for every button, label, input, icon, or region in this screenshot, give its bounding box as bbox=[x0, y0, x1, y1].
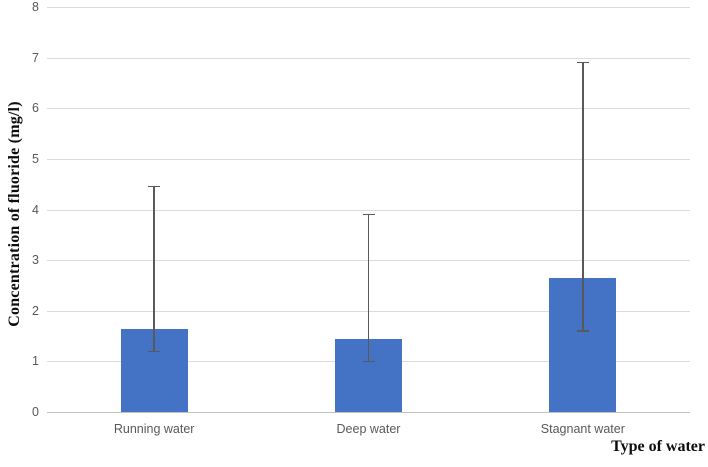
error-bar-stagnant-water bbox=[582, 62, 584, 331]
y-tick-label: 2 bbox=[32, 303, 39, 318]
gridline bbox=[47, 209, 690, 211]
error-bar-cap-top bbox=[576, 61, 589, 64]
category-label-stagnant-water: Stagnant water bbox=[540, 422, 625, 436]
y-tick-label: 3 bbox=[32, 252, 39, 267]
x-axis-title: Type of water bbox=[611, 438, 705, 455]
y-tick-label: 5 bbox=[32, 151, 39, 166]
category-label-running-water: Running water bbox=[113, 422, 195, 436]
gridline bbox=[47, 108, 690, 110]
x-axis-line bbox=[47, 412, 690, 413]
error-bar-cap-bottom bbox=[148, 350, 161, 352]
error-bar-cap-top bbox=[148, 185, 161, 188]
y-tick-label: 6 bbox=[32, 101, 39, 115]
y-tick-label: 0 bbox=[32, 404, 39, 419]
error-bar-deep-water bbox=[367, 214, 370, 362]
y-tick-label: 8 bbox=[32, 0, 39, 14]
error-bar-cap-top bbox=[362, 213, 375, 216]
error-bar-cap-bottom bbox=[576, 330, 589, 332]
error-bar-running-water bbox=[153, 186, 155, 352]
gridline bbox=[47, 57, 690, 59]
y-tick-label: 4 bbox=[32, 202, 39, 217]
gridline bbox=[47, 7, 690, 8]
y-tick-label: 1 bbox=[32, 354, 39, 369]
category-label-deep-water: Deep water bbox=[336, 422, 401, 436]
gridline bbox=[47, 158, 690, 160]
y-tick-label: 7 bbox=[32, 50, 39, 65]
error-bar-cap-bottom bbox=[362, 360, 375, 363]
